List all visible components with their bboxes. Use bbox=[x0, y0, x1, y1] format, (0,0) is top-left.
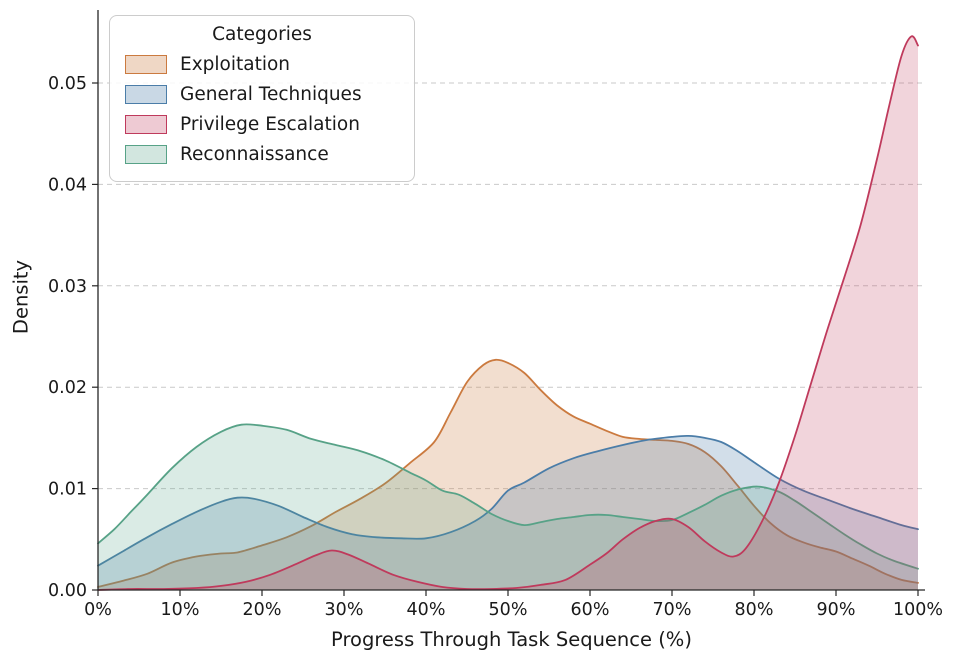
x-tick-label: 10% bbox=[161, 600, 200, 620]
legend-label: Privilege Escalation bbox=[180, 113, 360, 135]
y-tick-label: 0.05 bbox=[48, 74, 87, 94]
y-tick-label: 0.03 bbox=[48, 277, 87, 297]
density-area-reconnaissance bbox=[98, 424, 918, 590]
y-tick-label: 0.04 bbox=[48, 175, 87, 195]
density-curve-reconnaissance bbox=[97, 423, 919, 570]
density-area-privilege-escalation bbox=[98, 36, 918, 590]
legend-label: General Techniques bbox=[180, 83, 362, 105]
x-tick-label: 100% bbox=[893, 600, 943, 620]
y-axis-label: Density bbox=[9, 259, 33, 335]
y-tick-label: 0.00 bbox=[48, 581, 87, 601]
legend-item: General Techniques bbox=[110, 79, 414, 109]
density-curve-privilege-escalation bbox=[97, 35, 919, 591]
density-area-general-techniques bbox=[98, 435, 918, 590]
x-tick-label: 60% bbox=[571, 600, 610, 620]
legend-swatch-privilege-escalation bbox=[125, 114, 167, 134]
y-tick-label: 0.02 bbox=[48, 378, 87, 398]
legend-swatch-exploitation bbox=[125, 54, 167, 74]
y-tick-label: 0.01 bbox=[48, 480, 87, 500]
x-tick-label: 90% bbox=[817, 600, 856, 620]
x-tick-label: 80% bbox=[735, 600, 774, 620]
legend-label: Exploitation bbox=[180, 53, 291, 75]
legend-item: Privilege Escalation bbox=[110, 109, 414, 139]
x-tick-label: 0% bbox=[84, 600, 112, 620]
legend-item: Exploitation bbox=[110, 49, 414, 79]
legend-item: Reconnaissance bbox=[110, 139, 414, 169]
x-axis-label: Progress Through Task Sequence (%) bbox=[331, 628, 692, 651]
legend-title: Categories bbox=[212, 24, 312, 45]
legend: Categories Exploitation General Techniqu… bbox=[109, 15, 415, 182]
density-curve-general-techniques bbox=[97, 434, 919, 567]
x-tick-label: 40% bbox=[407, 600, 446, 620]
legend-swatch-reconnaissance bbox=[125, 144, 167, 164]
x-tick-label: 30% bbox=[325, 600, 364, 620]
legend-label: Reconnaissance bbox=[180, 143, 329, 165]
density-curve-exploitation bbox=[97, 358, 919, 588]
density-area-exploitation bbox=[98, 359, 918, 590]
x-tick-label: 50% bbox=[489, 600, 528, 620]
x-tick-label: 20% bbox=[243, 600, 282, 620]
x-tick-label: 70% bbox=[653, 600, 692, 620]
legend-swatch-general-techniques bbox=[125, 84, 167, 104]
